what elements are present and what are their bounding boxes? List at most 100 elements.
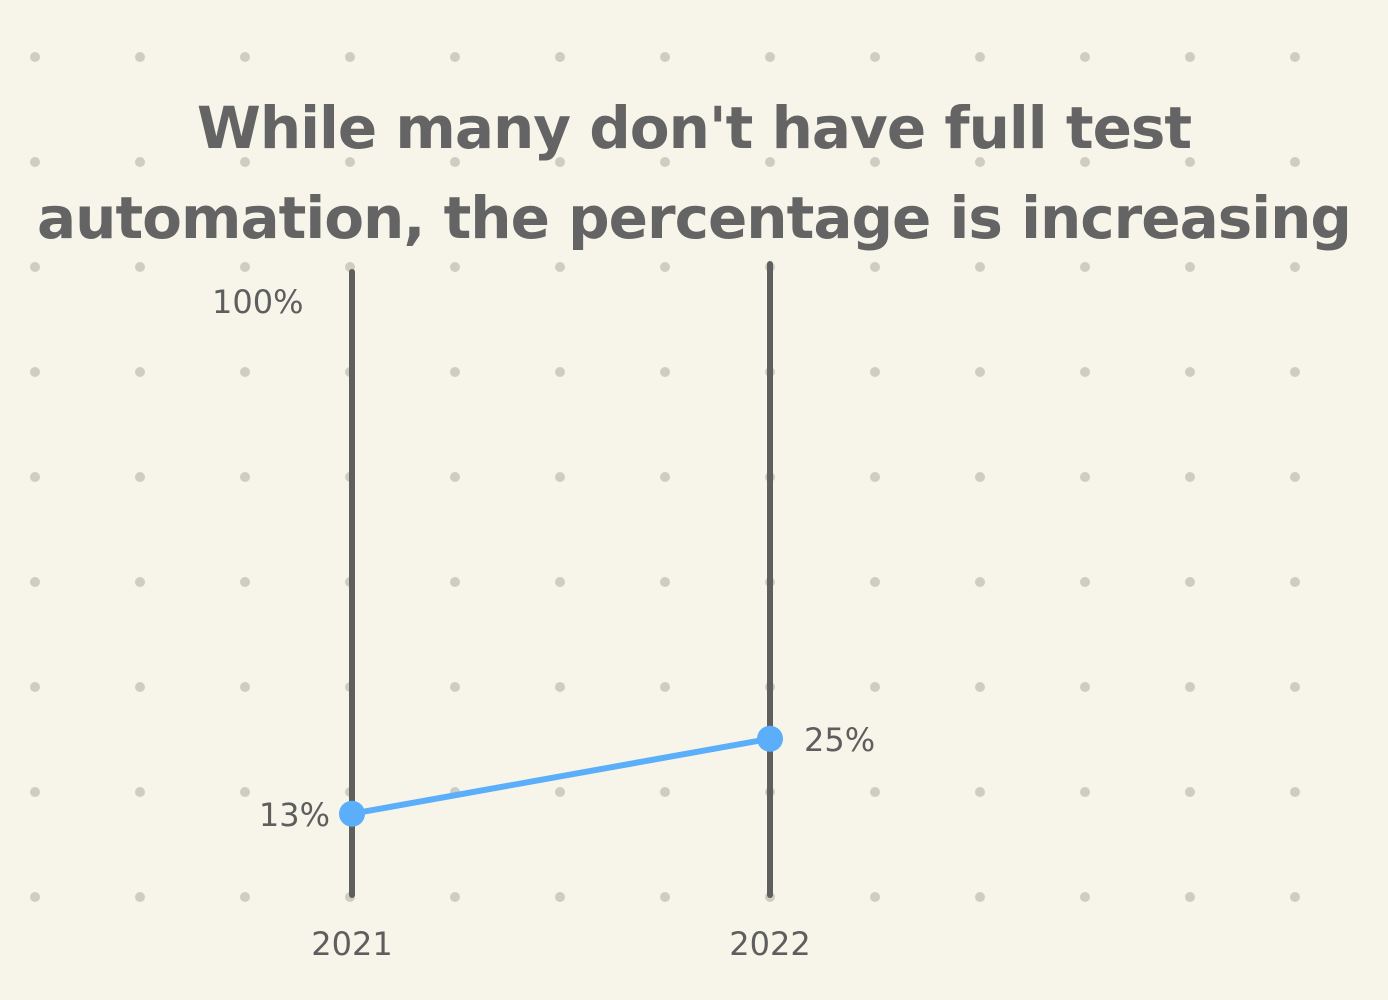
grid-dot	[975, 52, 985, 62]
grid-dot	[240, 157, 250, 167]
grid-dot	[555, 262, 565, 272]
grid-dot	[1185, 157, 1195, 167]
grid-dot	[450, 367, 460, 377]
grid-dot	[765, 52, 775, 62]
grid-dot	[30, 367, 40, 377]
grid-dot	[555, 52, 565, 62]
grid-dot	[30, 787, 40, 797]
grid-dot	[1080, 472, 1090, 482]
grid-dot	[660, 787, 670, 797]
data-point-2021	[339, 800, 365, 827]
grid-dot	[870, 52, 880, 62]
grid-dot	[1290, 52, 1300, 62]
grid-dot	[1185, 787, 1195, 797]
grid-dot	[1080, 892, 1090, 902]
grid-dot	[1080, 157, 1090, 167]
grid-dot	[975, 892, 985, 902]
grid-dot	[975, 577, 985, 587]
grid-dot	[975, 262, 985, 272]
grid-dot	[1185, 367, 1195, 377]
grid-dot	[450, 262, 460, 272]
grid-dot	[870, 367, 880, 377]
grid-dot	[975, 472, 985, 482]
grid-dot	[1080, 52, 1090, 62]
grid-dot	[555, 682, 565, 692]
grid-dot	[1290, 157, 1300, 167]
grid-dot	[450, 577, 460, 587]
grid-dot	[660, 367, 670, 377]
grid-dot	[1290, 577, 1300, 587]
grid-dot	[135, 157, 145, 167]
axes	[349, 261, 773, 898]
grid-dot	[555, 472, 565, 482]
grid-dot	[660, 682, 670, 692]
grid-dot	[1080, 367, 1090, 377]
grid-dot	[240, 682, 250, 692]
grid-dot	[1290, 367, 1300, 377]
grid-dot	[1185, 262, 1195, 272]
grid-dot	[1080, 577, 1090, 587]
grid-dot	[135, 472, 145, 482]
grid-dot	[975, 367, 985, 377]
grid-dot	[1290, 262, 1300, 272]
grid-dot	[1185, 577, 1195, 587]
grid-dot	[870, 262, 880, 272]
grid-dot	[975, 787, 985, 797]
data-point-2022	[757, 725, 783, 752]
grid-dot	[240, 262, 250, 272]
grid-dot	[135, 892, 145, 902]
grid-dot	[870, 787, 880, 797]
grid-dot	[660, 577, 670, 587]
data-label-2021: 13%	[259, 796, 330, 834]
grid-dot	[870, 157, 880, 167]
grid-dot	[450, 157, 460, 167]
top-scale-label: 100%	[212, 283, 303, 321]
grid-dot	[1185, 892, 1195, 902]
grid-dot	[1080, 262, 1090, 272]
grid-dot	[660, 157, 670, 167]
grid-dot	[1290, 682, 1300, 692]
grid-dot	[660, 472, 670, 482]
x-tick-label-2022: 2022	[729, 925, 810, 963]
series-line	[349, 735, 773, 817]
grid-dot	[1290, 892, 1300, 902]
grid-dot	[135, 577, 145, 587]
grid-dot	[135, 367, 145, 377]
grid-dot	[1185, 682, 1195, 692]
grid-dot	[30, 577, 40, 587]
grid-dot	[555, 577, 565, 587]
title-line-1: While many don't have full test	[197, 94, 1192, 162]
grid-dot	[870, 682, 880, 692]
grid-dot	[240, 52, 250, 62]
grid-dot	[555, 157, 565, 167]
grid-dot	[450, 892, 460, 902]
dot-grid-background	[30, 52, 1300, 902]
grid-dot	[975, 157, 985, 167]
grid-dot	[555, 787, 565, 797]
grid-dot	[450, 682, 460, 692]
grid-dot	[450, 52, 460, 62]
grid-dot	[660, 52, 670, 62]
axis-labels: 100% 2021 2022	[212, 283, 811, 963]
grid-dot	[870, 472, 880, 482]
grid-dot	[450, 472, 460, 482]
grid-dot	[870, 577, 880, 587]
grid-dot	[30, 52, 40, 62]
grid-dot	[660, 892, 670, 902]
grid-dot	[660, 262, 670, 272]
grid-dot	[240, 472, 250, 482]
grid-dot	[1185, 52, 1195, 62]
grid-dot	[1080, 682, 1090, 692]
grid-dot	[135, 52, 145, 62]
grid-dot	[240, 892, 250, 902]
grid-dot	[135, 682, 145, 692]
grid-dot	[345, 52, 355, 62]
grid-dot	[975, 682, 985, 692]
x-tick-label-2021: 2021	[311, 925, 392, 963]
grid-dot	[30, 157, 40, 167]
grid-dot	[240, 577, 250, 587]
grid-dot	[1290, 472, 1300, 482]
grid-dot	[30, 472, 40, 482]
grid-dot	[240, 367, 250, 377]
